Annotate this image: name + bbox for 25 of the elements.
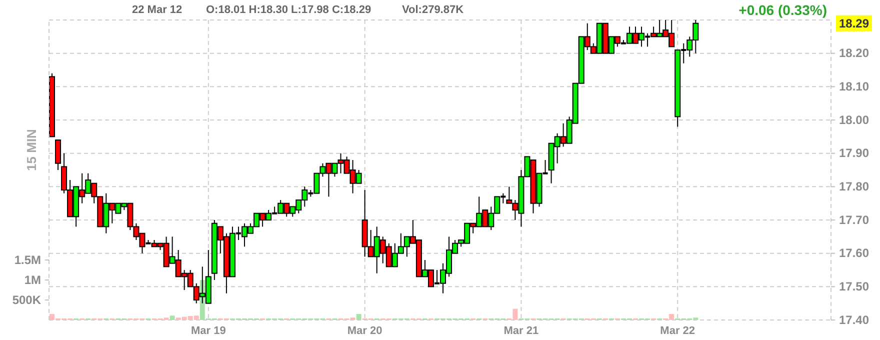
x-tick-label: Mar 21 <box>504 325 539 337</box>
candlestick <box>55 140 62 170</box>
x-tick-label: Mar 19 <box>190 325 226 337</box>
y2-tick-label: 1M <box>24 272 41 287</box>
y-tick-label: 17.80 <box>839 180 870 194</box>
chart-title: 22 Mar 12 <box>132 4 182 16</box>
y2-tick-label: 1.5M <box>14 252 41 267</box>
y-tick-label: 18.10 <box>839 80 870 94</box>
text: O:18.01 H:18.30 L:17.98 C:18.29 <box>206 4 372 16</box>
y-tick-label: 17.50 <box>839 280 870 294</box>
y-tick-label: 17.40 <box>839 312 870 327</box>
x-tick-label: Mar 22 <box>660 325 696 337</box>
text: +0.06 (0.33%) <box>738 2 827 18</box>
y-tick-label: 17.70 <box>839 212 870 227</box>
x-tick-label: Mar 20 <box>347 325 382 337</box>
y-tick-label: 18.20 <box>839 46 870 60</box>
text: 15 MIN <box>24 129 39 171</box>
text: 18.29 <box>838 16 870 31</box>
y-tick-label: 18.00 <box>839 112 870 127</box>
text: Vol:279.87K <box>402 4 464 16</box>
y2-tick-label: 500K <box>12 292 42 307</box>
bar <box>170 316 175 320</box>
y-tick-label: 17.90 <box>839 146 870 160</box>
y-tick-label: 17.60 <box>839 246 870 260</box>
bar <box>356 314 362 320</box>
